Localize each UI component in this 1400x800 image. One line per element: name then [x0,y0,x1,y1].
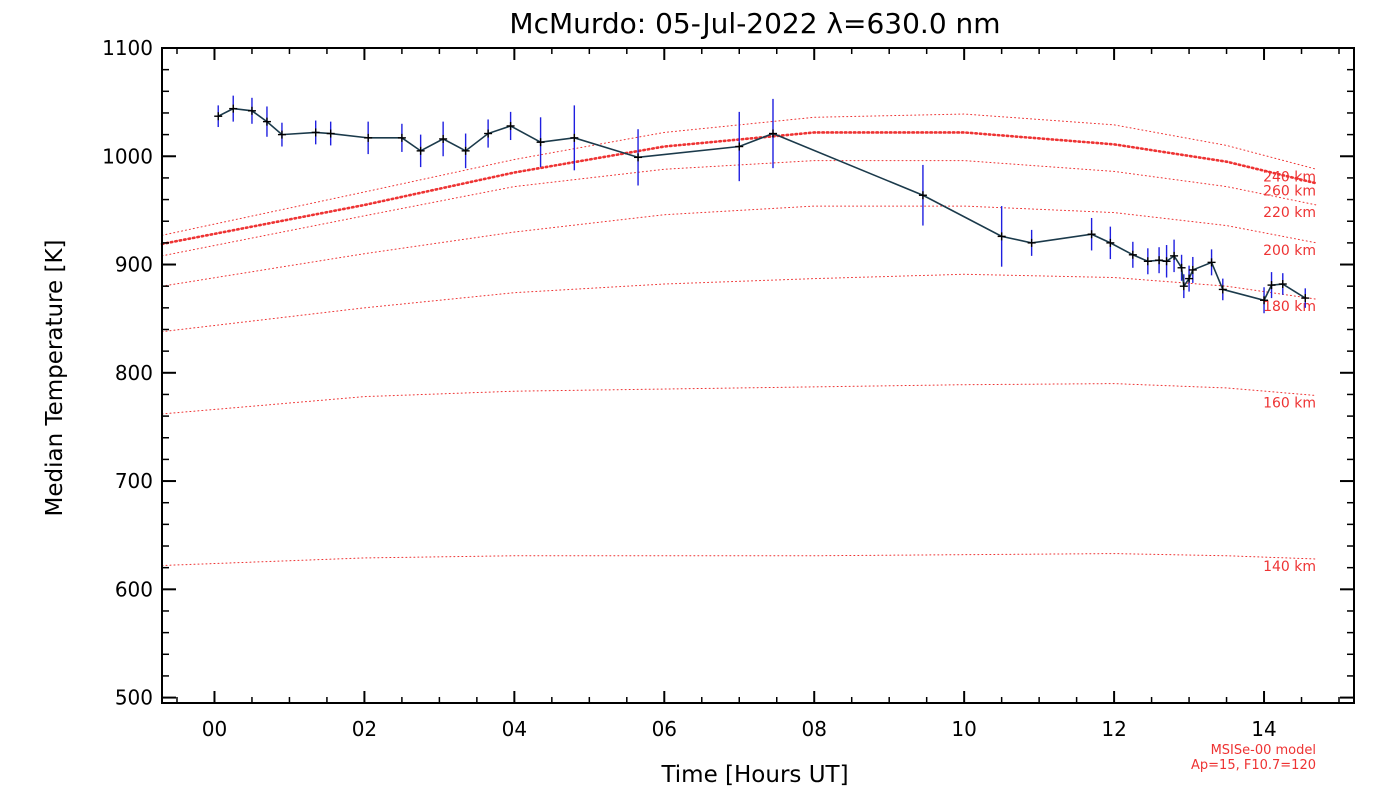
model-curve-label: 200 km [1263,243,1316,259]
data-point [214,112,223,121]
data-point [1267,281,1276,290]
plot-frame [161,47,1355,704]
data-point [1087,230,1096,239]
data-point [506,121,515,130]
model-curve [161,160,1318,257]
data-point [1185,274,1194,283]
data-line [217,107,1306,302]
x-tick-label: 14 [1251,717,1276,741]
y-tick-label: 500 [115,686,153,710]
data-point [461,146,470,155]
data-point [1170,251,1179,260]
y-tick-label: 800 [115,361,153,385]
data-point [570,133,579,142]
data-point [1177,263,1186,272]
data-point [416,146,425,155]
model-curve [161,273,1318,333]
data-point [229,104,238,113]
data-point [536,138,545,147]
model-note-line1: MSISe-00 model [1211,743,1316,758]
data-point [918,191,927,200]
data-point [1162,257,1171,266]
x-tick-label: 06 [652,717,677,741]
model-curve-label: 160 km [1263,396,1316,412]
data-point [1260,296,1269,305]
data-point [1188,265,1197,274]
model-curve [161,205,1318,287]
data-point [634,153,643,162]
model-curve [161,383,1318,415]
data-point [1143,257,1152,266]
data-point [997,232,1006,241]
data-point [1218,285,1227,294]
x-tick-label: 10 [951,717,976,741]
data-point [1207,258,1216,267]
data-point [1106,238,1115,247]
model-curve [161,553,1318,567]
data-series [217,107,1306,302]
axis-ticks [162,47,1354,703]
tick-labels: 00 02 04 06 08 10 12 14 500 600 700 800 900 1000 1100 [102,36,1277,741]
data-markers [214,104,1310,305]
y-tick-label: 700 [115,469,153,493]
model-curve-label: 140 km [1263,559,1316,575]
x-tick-label: 12 [1101,717,1126,741]
data-point [364,133,373,142]
model-curve-label: 240 km [1263,169,1316,185]
data-point [735,142,744,151]
data-point [439,134,448,143]
data-point [1128,250,1137,259]
x-axis-label: Time [Hours UT] [660,762,848,788]
y-tick-label: 1000 [102,144,153,168]
data-point [1179,282,1188,291]
y-tick-label: 600 [115,577,153,601]
model-curve-label: 260 km [1263,183,1316,199]
model-labels: 140 km 160 km 180 km 200 km 220 km 240 km260 … [1263,169,1316,575]
data-point [311,128,320,137]
error-bars [217,95,1306,314]
model-note-line2: Ap=15, F10.7=120 [1191,758,1316,773]
data-point [484,129,493,138]
data-point [247,106,256,115]
x-tick-label: 02 [352,717,377,741]
data-point [326,129,335,138]
x-tick-label: 04 [502,717,527,741]
data-point [1278,280,1287,289]
model-curves [160,113,1318,567]
x-tick-label: 08 [801,717,826,741]
data-point [768,129,777,138]
model-curve-label: 180 km [1263,299,1316,315]
model-curve [160,131,1318,246]
y-tick-label: 1100 [102,36,153,60]
data-point [1155,256,1164,265]
data-point [1301,294,1310,303]
model-curve-label: 220 km [1263,205,1316,221]
data-point [1027,238,1036,247]
model-curve [161,113,1318,236]
data-point [397,133,406,142]
y-tick-label: 900 [115,253,153,277]
data-point [262,117,271,126]
y-axis-label: Median Temperature [K] [42,240,68,517]
chart-title: McMurdo: 05-Jul-2022 λ=630.0 nm [509,7,1000,40]
x-tick-label: 00 [202,717,227,741]
data-point [277,130,286,139]
